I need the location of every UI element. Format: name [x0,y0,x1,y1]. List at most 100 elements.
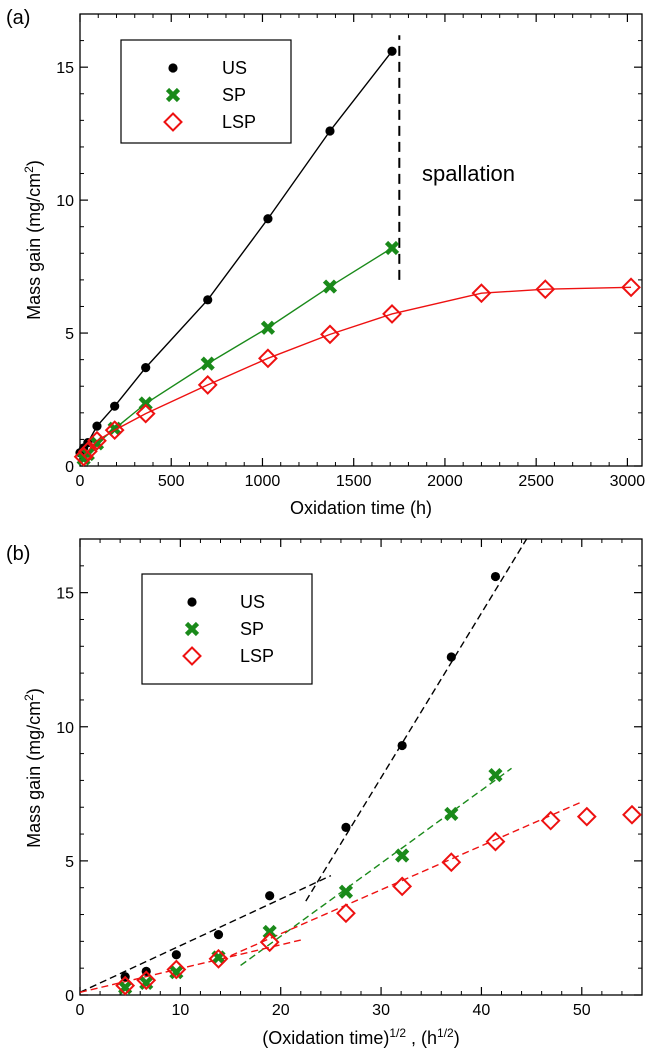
data-point-sp-stroke-b [200,356,215,371]
x-tick-label: 500 [158,473,185,490]
y-tick-label: 15 [56,60,74,77]
data-point-sp [169,965,184,980]
data-point-lsp [382,304,402,324]
data-point-sp-stroke-b [338,884,354,899]
legend-marker-sp-stroke-b [165,87,181,103]
data-point-us [141,363,151,373]
panel-a-legend-box [120,39,292,144]
data-point-sp-stroke-b [139,975,154,991]
data-point-lsp [320,324,340,345]
data-point-sp-stroke-b [444,806,459,822]
data-point-lsp [576,806,597,827]
data-point-us [110,401,120,411]
y-tick-label: 5 [65,326,74,343]
fit-line [240,767,512,967]
panel-b-label: (b) [6,543,30,565]
legend-label-sp: SP [240,619,264,639]
legend-marker-lsp [182,646,202,666]
panel-a-x-ticks: 0 500 1000 1500 2000 2500 3000 [76,14,646,490]
data-point-lsp [136,970,157,991]
data-point-lsp [540,810,561,831]
fit-line [79,875,332,993]
data-point-us [397,740,407,751]
data-point-us [341,822,351,832]
y-tick-label: 10 [56,720,74,737]
data-point-sp-stroke-b [262,924,277,940]
data-point-sp-stroke-b [322,279,338,294]
data-point-sp [260,320,276,335]
data-point-lsp [197,374,218,395]
data-point-us [387,46,397,56]
panel-b-legend-box [141,573,313,685]
data-point-lsp [622,804,642,825]
x-tick-label: 0 [76,1002,85,1019]
data-point-sp-stroke-b [384,240,400,256]
panel-b-x-ticks: 0 10 20 30 40 50 [76,539,643,1019]
legend-label-lsp: LSP [222,112,256,132]
data-point-lsp [73,446,94,467]
panel-a-label: (a) [6,7,30,29]
data-point-sp-stroke-b [260,320,276,335]
legend-label-lsp: LSP [240,646,274,666]
data-point-sp [444,806,459,822]
panel-a-legend: US SP LSP [120,39,292,144]
data-point-sp-stroke-b [488,767,503,783]
y-tick-label: 10 [56,193,74,210]
data-point-lsp [77,441,98,462]
legend-marker-us [168,63,178,73]
panel-a-chart: (a) 0 500 1000 1500 2000 2500 3000 0 5 10 15 Oxid… [6,7,645,518]
panel-a-plot-frame [79,13,643,467]
panel-a-y-axis-label: Mass gain (mg/cm2) [22,160,44,320]
data-point-lsp [135,403,156,424]
y-tick-label: 5 [65,854,74,871]
data-point-sp [384,240,400,256]
x-tick-label: 3000 [610,473,646,490]
data-point-lsp [535,279,556,300]
x-tick-label: 2500 [518,473,554,490]
data-point-lsp [87,430,107,451]
data-point-us [265,891,275,901]
y-tick-label: 0 [65,988,74,1005]
data-point-lsp [104,420,125,441]
data-point-sp-stroke-b [169,965,184,980]
data-point-us [171,950,181,960]
data-point-sp [262,924,277,940]
x-tick-label: 50 [573,1002,591,1019]
x-tick-label: 40 [473,1002,491,1019]
data-point-sp [488,767,503,783]
panel-b-y-ticks: 0 5 10 15 [56,565,642,1005]
x-tick-label: 0 [76,473,85,490]
data-point-lsp [336,903,356,924]
x-tick-label: 10 [171,1002,189,1019]
data-point-sp-stroke-b [138,396,153,411]
x-tick-label: 1000 [245,473,281,490]
legend-marker-sp-stroke-b [184,621,200,637]
data-point-sp-stroke-b [80,446,95,462]
panel-b-legend: US SP LSP [141,573,313,685]
legend-marker-us [187,597,197,607]
data-point-sp [138,396,153,411]
data-point-lsp [166,959,187,980]
x-tick-label: 30 [372,1002,390,1019]
series-line-lsp [83,286,632,458]
data-point-lsp [471,283,492,304]
data-point-sp [200,356,215,371]
spallation-annotation: spallation [422,161,515,186]
data-point-us [446,652,456,662]
panel-a-x-axis-label: Oxidation time (h) [290,498,432,518]
fit-line [79,939,301,993]
data-point-sp [395,848,410,863]
panel-b-series [115,571,642,996]
x-tick-label: 1500 [336,473,372,490]
legend-label-us: US [222,58,247,78]
data-point-us [213,930,224,940]
data-point-lsp [621,277,641,298]
x-tick-label: 20 [272,1002,290,1019]
series-line-sp [83,247,393,460]
panel-a-y-ticks: 0 5 10 15 [56,40,642,476]
panel-a-series [73,46,641,467]
data-point-us [490,571,501,582]
data-point-sp [322,279,338,294]
data-point-lsp [115,975,136,996]
